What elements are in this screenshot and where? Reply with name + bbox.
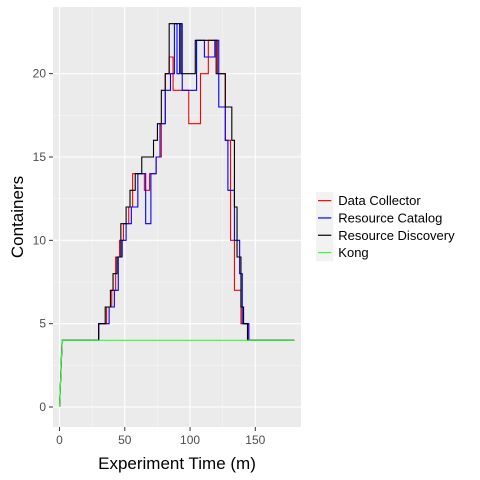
x-tick-label: 100 [180, 433, 200, 447]
y-axis-ticks: 0 5 10 15 20 [33, 67, 53, 414]
legend: Data Collector Resource Catalog Resource D… [316, 192, 455, 262]
y-axis-title: Containers [8, 176, 27, 258]
x-tick-label: 150 [245, 433, 265, 447]
y-tick-label: 5 [39, 317, 46, 331]
y-tick-label: 10 [33, 233, 47, 247]
legend-label: Data Collector [338, 193, 421, 208]
legend-label: Resource Catalog [338, 210, 442, 225]
y-tick-label: 0 [39, 400, 46, 414]
y-tick-label: 15 [33, 150, 47, 164]
x-tick-label: 0 [56, 433, 63, 447]
x-axis-ticks: 0 50 100 150 [56, 427, 266, 447]
grid-minor [53, 7, 301, 427]
series-line-kong [58, 339, 295, 408]
grid-major [53, 7, 301, 427]
legend-label: Kong [338, 245, 368, 260]
series-layer [58, 23, 295, 408]
x-axis-title: Experiment Time (m) [98, 454, 256, 473]
series-line-resource-discovery [58, 23, 295, 408]
plot-panel [53, 7, 301, 427]
x-tick-label: 50 [118, 433, 132, 447]
y-tick-label: 20 [33, 67, 47, 81]
legend-label: Resource Discovery [338, 228, 455, 243]
